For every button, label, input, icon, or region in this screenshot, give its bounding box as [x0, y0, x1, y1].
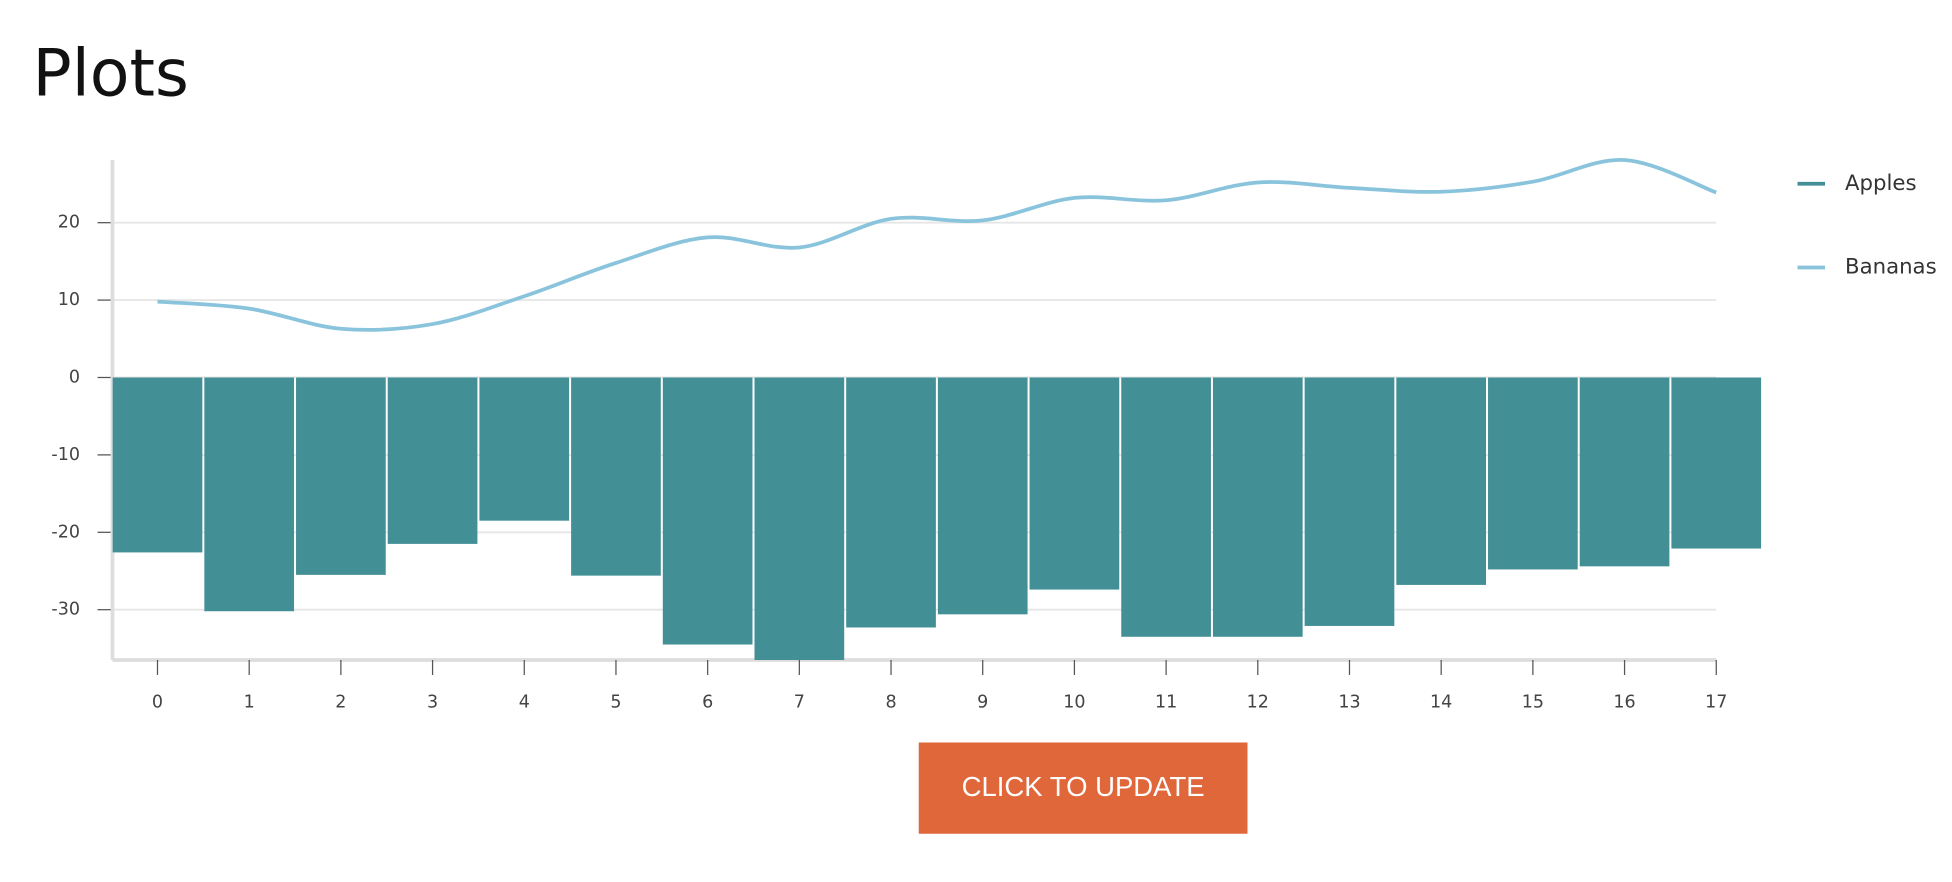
bar: [387, 377, 478, 544]
x-tick-label: 13: [1338, 693, 1360, 713]
bar: [204, 377, 295, 612]
x-tick-label: 5: [610, 693, 621, 713]
x-tick-label: 2: [335, 693, 346, 713]
x-tick-label: 14: [1430, 693, 1452, 713]
y-tick-label: 10: [58, 290, 80, 310]
y-tick-label: 0: [69, 367, 80, 387]
x-tick-label: 12: [1247, 693, 1269, 713]
bar: [1029, 377, 1120, 590]
update-button[interactable]: CLICK TO UPDATE: [918, 742, 1248, 834]
x-tick-label: 11: [1155, 693, 1177, 713]
bar: [1304, 377, 1395, 626]
x-tick-label: 17: [1705, 693, 1727, 713]
x-tick-label: 15: [1522, 693, 1544, 713]
bar: [296, 377, 386, 575]
x-tick-label: 10: [1063, 693, 1085, 713]
x-tick-label: 4: [519, 693, 530, 713]
x-tick-label: 3: [427, 693, 438, 713]
bar: [662, 377, 753, 645]
button-label[interactable]: CLICK TO UPDATE: [962, 771, 1205, 802]
x-tick-label: 0: [152, 693, 163, 713]
x-tick-label: 8: [885, 693, 896, 713]
x-tick-label: 1: [244, 693, 255, 713]
bar: [937, 377, 1028, 615]
bar: [1121, 377, 1211, 637]
bar: [1396, 377, 1487, 585]
bar: [1212, 377, 1303, 637]
x-tick-label: 7: [794, 693, 805, 713]
x-tick-label: 9: [977, 693, 988, 713]
y-tick-label: 20: [58, 213, 80, 233]
y-tick-label: -20: [51, 522, 80, 542]
line: [157, 158, 1717, 332]
bar: [754, 377, 845, 660]
y-tick-label: -30: [51, 600, 80, 620]
page-title: Plots: [33, 37, 189, 112]
bar: [1488, 377, 1578, 570]
y-tick-label: -10: [51, 445, 80, 465]
bar: [1671, 377, 1762, 549]
bar: [846, 377, 936, 628]
bar: [479, 377, 570, 521]
x-tick-label: 6: [702, 693, 713, 713]
x-tick-label: 16: [1613, 693, 1635, 713]
legend-label: Bananas: [1845, 255, 1937, 280]
bar: [112, 377, 203, 553]
legend-label: Apples: [1845, 171, 1917, 196]
bar: [571, 377, 661, 576]
button-background[interactable]: [918, 742, 1248, 834]
bar: [1579, 377, 1670, 567]
